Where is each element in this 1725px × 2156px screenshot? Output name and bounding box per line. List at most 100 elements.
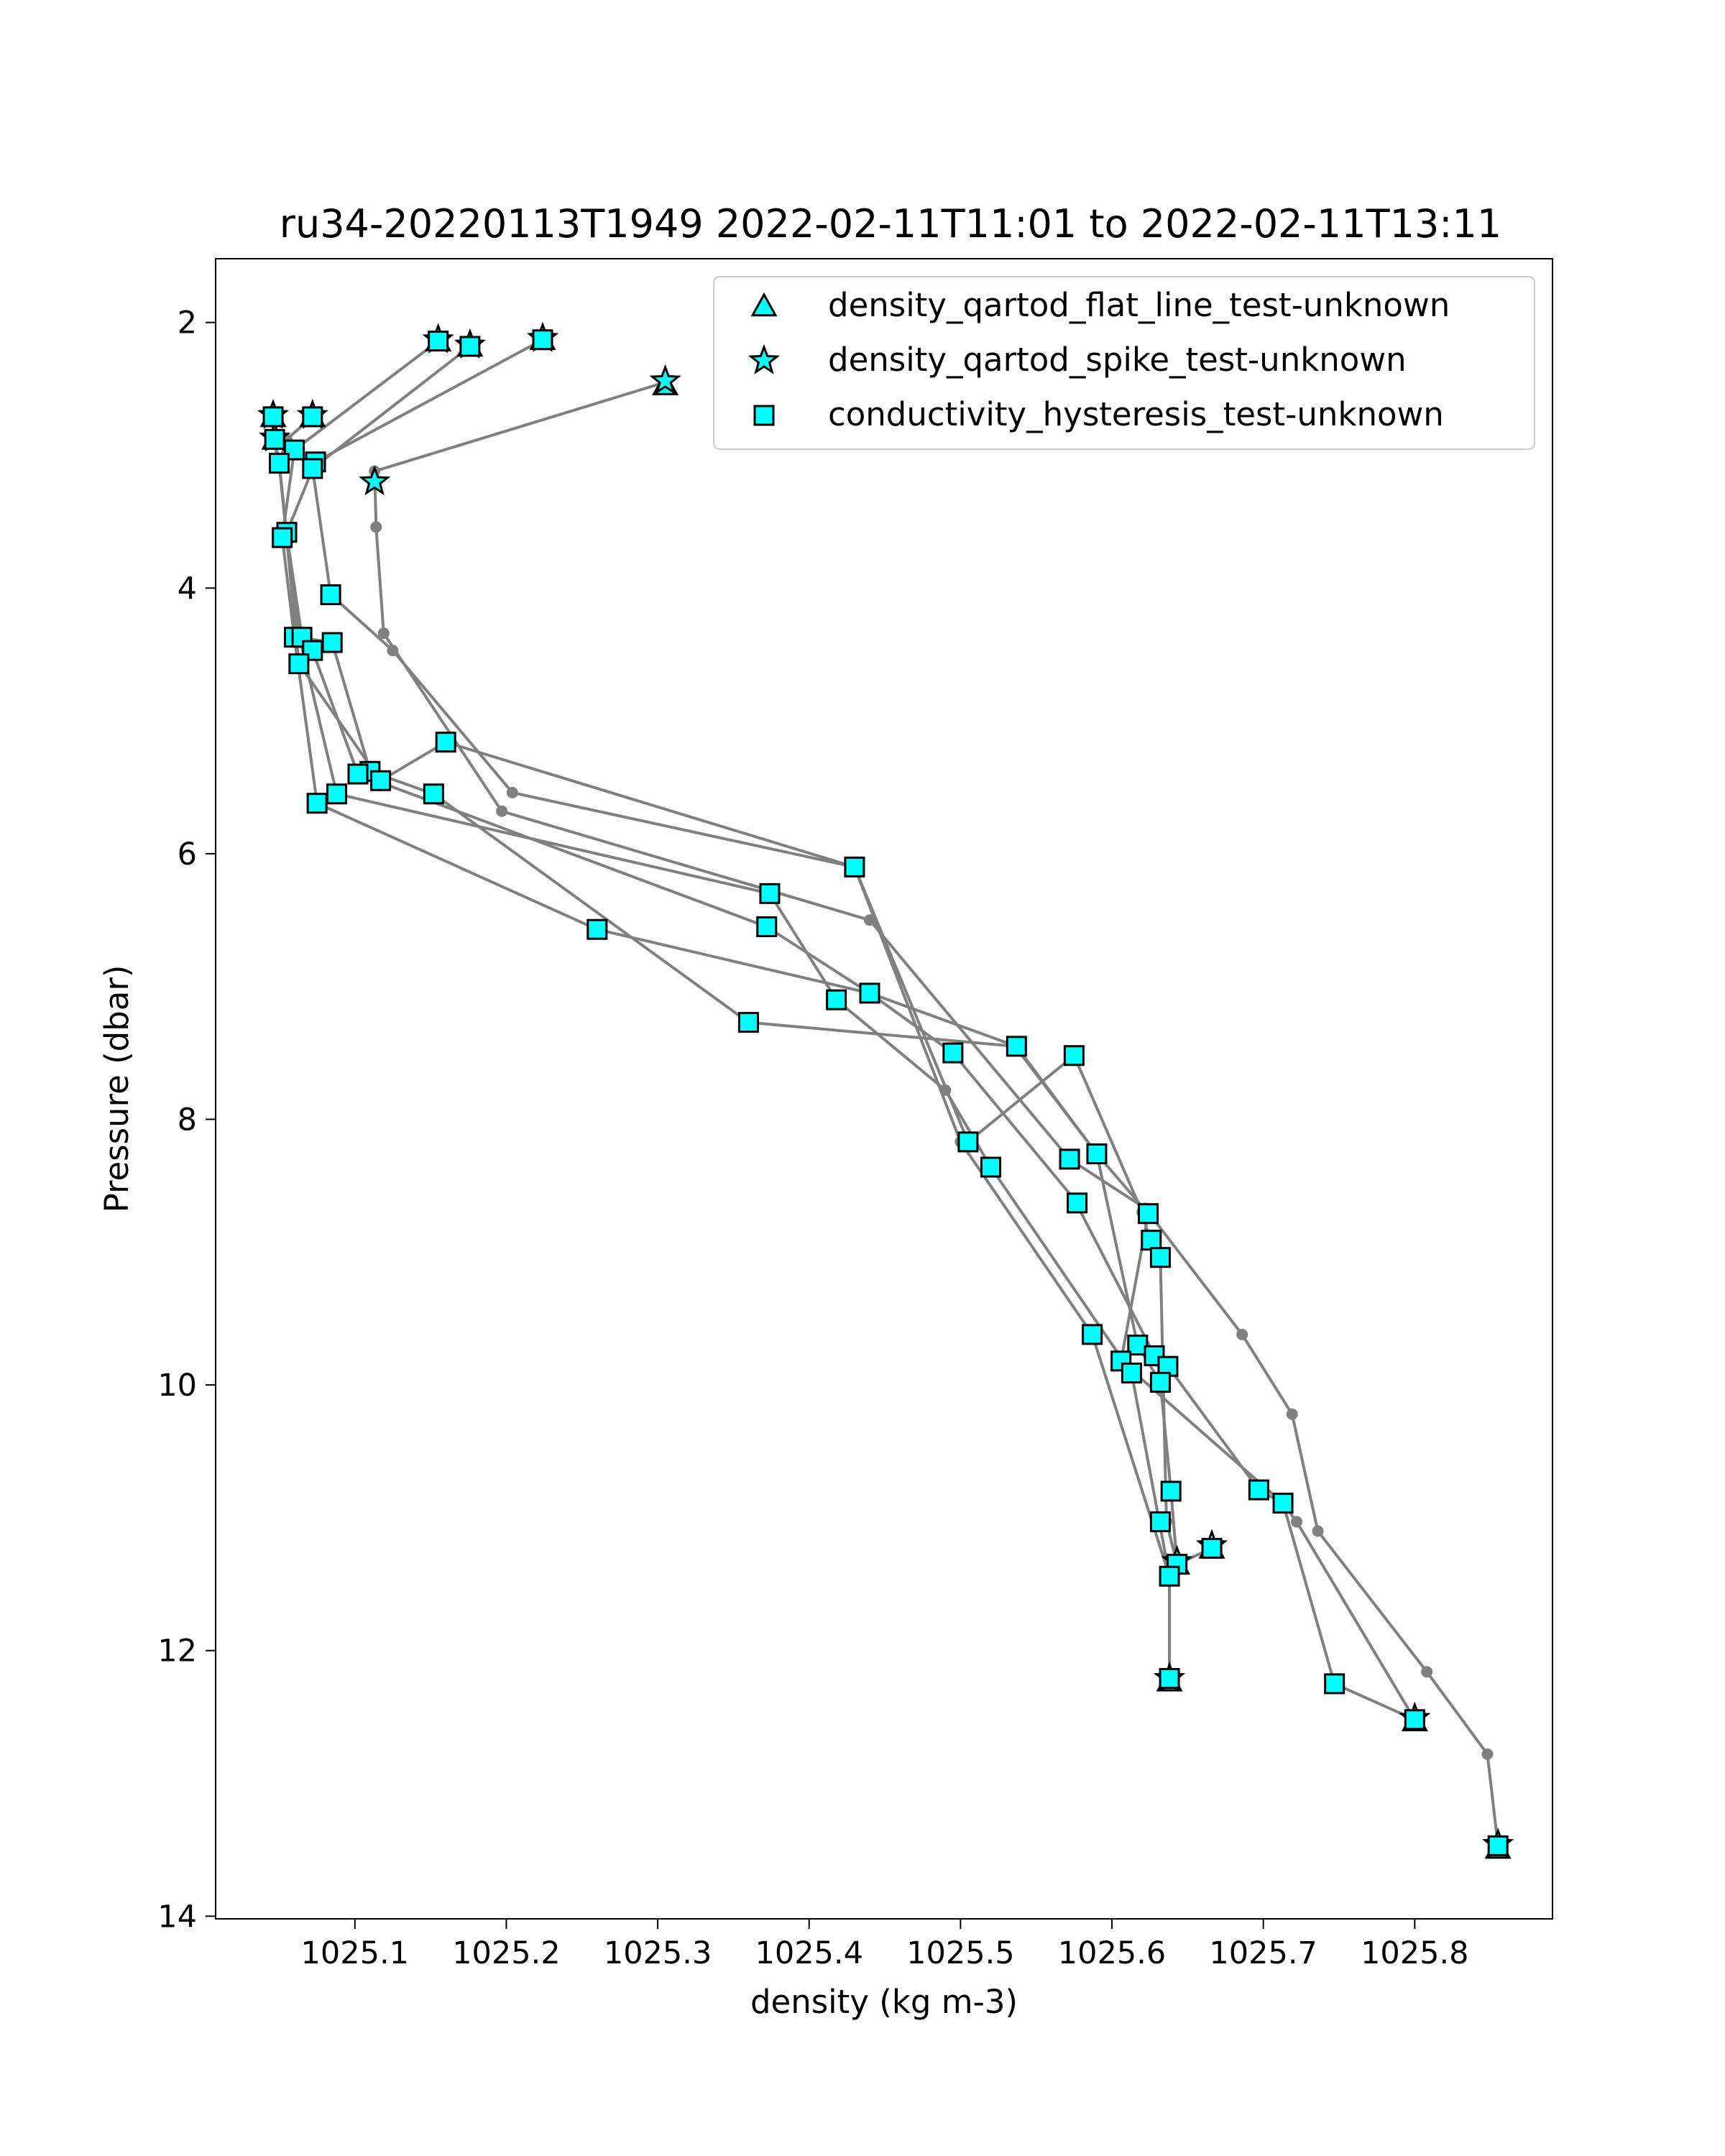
square-marker (291, 627, 313, 648)
square-marker (586, 918, 608, 940)
legend-label-hysteresis: conductivity_hysteresis_test-unknown (828, 395, 1444, 433)
y-tick-label: 12 (157, 1634, 197, 1669)
profile-point (1286, 1408, 1298, 1420)
square-marker (980, 1156, 1002, 1178)
x-tick-label: 1025.2 (452, 1935, 560, 1971)
square-marker (1201, 1537, 1223, 1559)
y-tick-label: 2 (178, 305, 197, 341)
profile-point (1312, 1525, 1324, 1537)
square-marker (859, 982, 880, 1004)
square-marker (288, 653, 310, 675)
y-axis-label: Pressure (dbar) (98, 965, 136, 1213)
square-marker (1149, 1511, 1171, 1532)
legend-box (713, 276, 1535, 450)
square-marker (1404, 1709, 1425, 1731)
star-marker (359, 465, 391, 496)
x-tick-label: 1025.6 (1058, 1935, 1166, 1971)
square-marker (1138, 1203, 1159, 1225)
square-marker (1159, 1668, 1180, 1690)
square-marker (1082, 1324, 1103, 1345)
square-marker (826, 989, 847, 1010)
square-marker (1487, 1835, 1509, 1856)
x-tick-label: 1025.7 (1209, 1935, 1317, 1971)
square-marker (1127, 1335, 1149, 1356)
square-marker (1149, 1247, 1171, 1268)
plot-frame (215, 258, 1553, 1920)
x-tick-label: 1025.8 (1361, 1935, 1468, 1971)
square-marker (428, 331, 449, 352)
profile-line-3 (310, 345, 1172, 1679)
square-marker (459, 336, 481, 357)
square-marker (423, 783, 444, 805)
square-marker (1006, 1036, 1027, 1057)
data-markers (257, 321, 1514, 1859)
square-marker (1248, 1479, 1269, 1501)
x-axis-label: density (kg m-3) (750, 1983, 1018, 2021)
legend-markers (748, 292, 781, 426)
square-marker (1144, 1345, 1165, 1366)
x-tick-label: 1025.5 (906, 1935, 1014, 1971)
square-marker (1160, 1480, 1182, 1502)
x-axis: 1025.1 1025.2 1025.3 1025.4 1025.5 1025.6 1025… (301, 1919, 1469, 1971)
y-tick-label: 10 (157, 1368, 197, 1404)
square-marker (320, 584, 341, 606)
profile-line-1 (285, 338, 1172, 1679)
profile-point (1481, 1748, 1494, 1760)
profile-point (1236, 1328, 1248, 1340)
star-marker (649, 364, 681, 395)
y-axis: 2 4 6 8 10 12 14 (157, 305, 216, 1935)
profile-point (370, 521, 382, 533)
profile-point (863, 914, 875, 926)
square-marker (1159, 1565, 1180, 1587)
legend-label-flat-line: density_qartod_flat_line_test-unknown (828, 286, 1450, 324)
square-marker (435, 732, 456, 753)
y-tick-label: 4 (178, 571, 197, 607)
square-marker (1141, 1230, 1162, 1251)
square-marker (347, 763, 369, 785)
square-marker (321, 632, 343, 653)
square-marker (957, 1131, 979, 1153)
square-marker (844, 856, 865, 877)
square-marker (302, 406, 323, 428)
chart-title: ru34-20220113T1949 2022-02-11T11:01 to 2… (280, 201, 1501, 247)
legend-square-icon (753, 405, 775, 426)
profile-point (1291, 1516, 1303, 1528)
square-marker (268, 453, 290, 474)
square-marker (1059, 1148, 1080, 1170)
square-marker (1149, 1371, 1171, 1393)
square-marker (272, 527, 293, 548)
square-marker (737, 1012, 759, 1033)
square-marker (1086, 1143, 1108, 1165)
square-marker (1324, 1673, 1346, 1695)
profile-point (1421, 1666, 1433, 1678)
square-marker (1121, 1362, 1142, 1383)
y-tick-label: 6 (178, 837, 197, 872)
profile-line-4 (373, 380, 1500, 1846)
square-marker (306, 793, 328, 814)
legend-triangle-icon (750, 292, 778, 317)
square-marker (326, 783, 348, 805)
profile-line-2 (280, 340, 1213, 1566)
square-marker (262, 406, 284, 428)
square-marker (1067, 1192, 1088, 1214)
square-marker (370, 770, 392, 791)
profile-point (496, 805, 508, 817)
legend: density_qartod_flat_line_test-unknown de… (713, 276, 1535, 450)
x-tick-label: 1025.4 (755, 1935, 862, 1971)
legend-label-spike: density_qartod_spike_test-unknown (828, 341, 1407, 379)
y-tick-label: 8 (178, 1102, 197, 1138)
x-tick-label: 1025.1 (301, 1935, 409, 1971)
x-tick-label: 1025.3 (604, 1935, 712, 1971)
square-marker (264, 428, 285, 450)
plot-area (216, 259, 1552, 1919)
square-marker (1272, 1493, 1294, 1514)
y-tick-label: 14 (157, 1899, 197, 1935)
profile-point (377, 627, 390, 640)
square-marker (942, 1042, 964, 1064)
profile-point (506, 786, 518, 798)
square-marker (759, 883, 781, 904)
square-marker (302, 458, 323, 479)
legend-star-icon (748, 344, 781, 374)
square-marker (1063, 1045, 1085, 1067)
